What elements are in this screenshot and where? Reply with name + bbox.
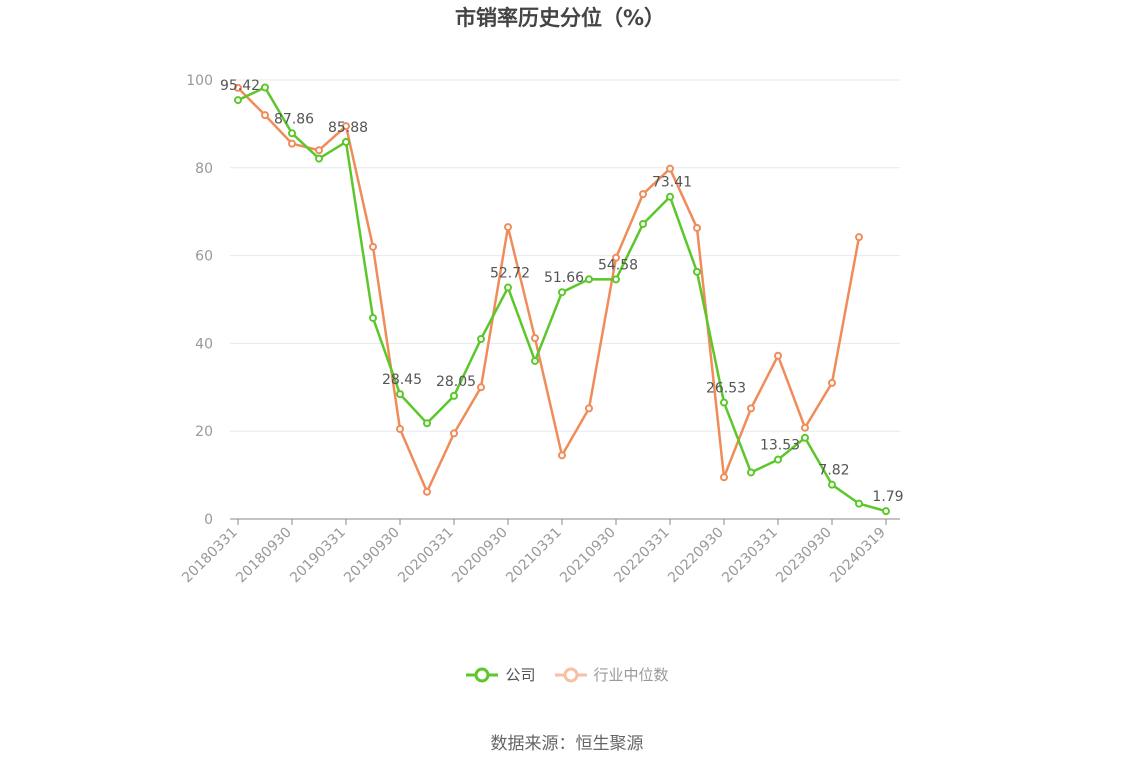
y-tick-label: 60 [195,249,213,265]
series-point-1 [477,383,485,392]
data-label: 95.42 [220,78,260,94]
x-tick-label: 20180930 [233,525,295,587]
x-tick-label: 20240319 [827,525,889,587]
series-point-0 [801,433,809,442]
series-point-1 [423,487,431,496]
series-point-0 [504,283,512,292]
y-tick-label: 80 [195,161,213,177]
legend-swatch-industry [554,667,587,682]
data-label: 73.41 [652,175,692,191]
series-point-1 [450,429,458,438]
x-tick-label: 20200930 [449,525,511,587]
chart-title: 市销率历史分位（%） [454,6,666,30]
grid-lines [230,79,900,432]
series-point-1 [558,451,566,460]
x-tick-label: 20190331 [287,525,349,587]
data-label: 87.86 [274,111,314,127]
x-tick-label: 20190930 [341,525,403,587]
series-point-0 [342,137,350,146]
series-point-0 [774,455,782,464]
series-point-0 [423,419,431,428]
x-axis: 2018033120180930201903312019093020200331… [179,518,900,587]
data-label: 51.66 [544,270,584,286]
data-label: 28.05 [436,374,476,390]
legend-swatch-company [466,667,499,682]
legend-item-company[interactable]: 公司 [465,664,536,685]
series-point-1 [774,351,782,360]
data-label: 26.53 [706,381,746,397]
series-point-1 [612,253,620,262]
series-point-0 [477,335,485,344]
legend: 公司 行业中位数 [0,664,1134,685]
data-label: 85.88 [328,120,368,136]
series-point-0 [396,390,404,399]
data-label: 1.79 [872,489,903,505]
series-point-0 [450,391,458,400]
legend-item-industry[interactable]: 行业中位数 [554,664,669,685]
series-point-1 [234,83,242,92]
x-tick-label: 20220930 [665,525,727,587]
series-line-1 [237,87,861,494]
series-point-1 [585,404,593,413]
series-point-1 [369,242,377,251]
data-source: 数据来源：恒生聚源 [490,734,644,754]
data-label: 54.58 [598,257,638,273]
series-layer [234,83,890,516]
series-point-0 [612,275,620,284]
series-point-0 [882,507,890,516]
data-label: 7.82 [818,463,849,479]
series-point-0 [693,267,701,276]
x-tick-label: 20200331 [395,525,457,587]
data-label: 52.72 [490,266,530,282]
series-point-1 [639,190,647,199]
series-point-0 [531,356,539,365]
y-tick-label: 40 [195,336,213,352]
series-point-1 [288,139,296,148]
series-point-1 [801,423,809,432]
series-point-0 [585,275,593,284]
series-point-0 [558,288,566,297]
series-point-0 [828,480,836,489]
series-point-0 [315,154,323,163]
series-point-0 [855,499,863,508]
y-tick-label: 20 [195,424,213,440]
series-point-1 [342,122,350,131]
series-point-1 [855,233,863,242]
series-point-1 [531,334,539,343]
series-point-1 [720,473,728,482]
series-point-0 [234,96,242,105]
series-point-0 [288,129,296,138]
series-point-0 [369,313,377,322]
series-point-1 [261,111,269,120]
series-point-1 [504,223,512,232]
x-tick-label: 20210930 [557,525,619,587]
series-point-1 [693,223,701,232]
series-point-0 [747,468,755,477]
series-point-1 [828,378,836,387]
legend-label-company: 公司 [505,666,536,684]
series-point-1 [666,164,674,173]
data-labels: 95.42 87.86 85.88 28.45 28.05 52.72 51.66 54.58… [220,78,904,505]
data-label: 28.45 [382,372,422,388]
y-tick-label: 0 [204,512,213,528]
series-point-0 [261,83,269,92]
y-axis: 0 20 40 60 80 100 [186,73,213,528]
x-tick-label: 20210331 [503,525,565,587]
series-point-0 [639,219,647,228]
x-tick-label: 20220331 [611,525,673,587]
x-tick-label: 20180331 [179,525,241,587]
series-point-1 [315,146,323,155]
data-label: 13.53 [760,438,800,454]
series-point-0 [666,192,674,201]
series-point-0 [720,398,728,407]
series-point-1 [396,425,404,434]
x-tick-label: 20230930 [773,525,835,587]
y-tick-label: 100 [186,73,213,89]
series-point-1 [747,404,755,413]
legend-label-industry: 行业中位数 [593,666,669,684]
x-tick-label: 20230331 [719,525,781,587]
